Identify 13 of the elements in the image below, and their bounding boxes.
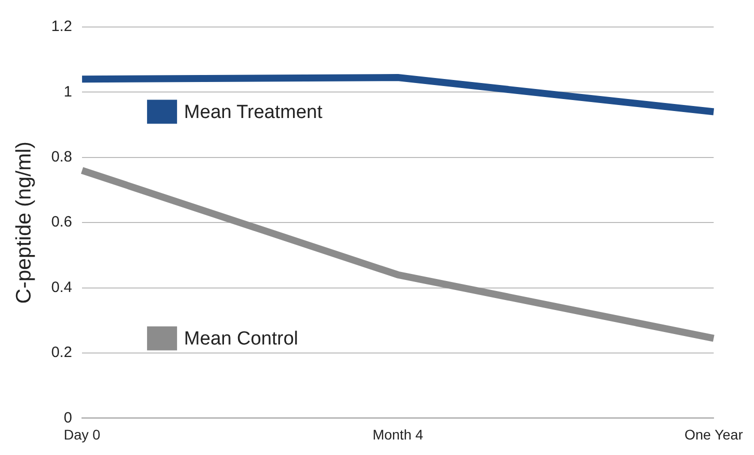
y-tick-label: 0.2 [51,344,72,362]
y-tick-label: 1.2 [51,18,72,36]
x-tick-label: One Year [684,426,744,442]
x-tick-label: Day 0 [64,426,101,442]
legend-label: Mean Treatment [184,102,324,123]
y-tick-label: 0.8 [51,148,72,166]
x-tick-label: Month 4 [372,426,424,442]
y-tick-label: 0.6 [51,214,72,231]
y-tick-label: 1 [64,83,72,100]
legend-label: Mean Control [184,328,298,350]
y-tick-label: 0 [64,409,72,426]
y-tick-label: 0.4 [51,278,72,296]
y-axis-title: C-peptide (ng/ml) [12,141,36,304]
